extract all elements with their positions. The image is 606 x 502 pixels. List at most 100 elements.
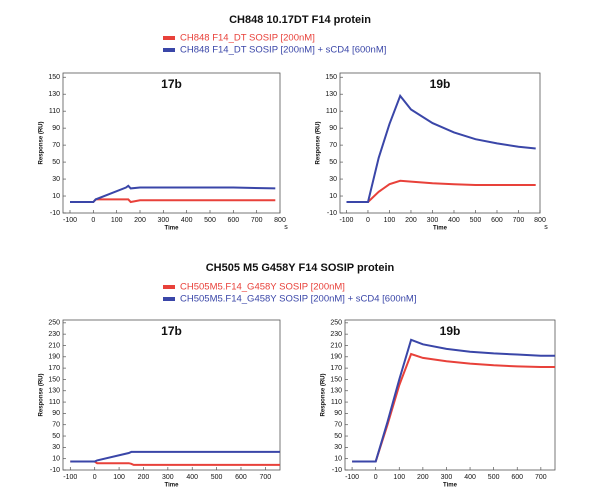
y-tick-label: -10: [327, 210, 337, 217]
series-line: [346, 179, 536, 203]
x-tick-label: 200: [417, 474, 429, 481]
x-tick-label: 500: [204, 217, 216, 224]
y-tick-label: 90: [329, 125, 337, 132]
x-unit: s: [544, 224, 548, 231]
legend-label: CH505M5.F14_G458Y SOSIP [200nM] + sCD4 […: [180, 294, 416, 305]
y-axis-label: Response (RU): [321, 373, 327, 416]
y-tick-label: 110: [326, 108, 337, 115]
x-axis-label: Time: [165, 483, 180, 489]
y-tick-label: 130: [48, 91, 60, 98]
y-tick-label: 70: [52, 142, 60, 149]
x-tick-label: 600: [227, 217, 239, 224]
legend-label: CH848 F14_DT SOSIP [200nM]: [180, 33, 315, 44]
subplot-title: 17b: [161, 77, 182, 91]
x-tick-label: 800: [534, 217, 546, 224]
y-tick-label: 70: [329, 142, 337, 149]
y-tick-label: 210: [48, 342, 60, 349]
x-tick-label: -100: [345, 474, 359, 481]
y-tick-label: 50: [334, 433, 342, 440]
x-tick-label: 100: [393, 474, 405, 481]
y-tick-label: 150: [330, 376, 342, 383]
x-tick-label: 100: [113, 474, 125, 481]
x-tick-label: 400: [186, 474, 198, 481]
x-tick-label: 600: [491, 217, 503, 224]
x-axis-label: Time: [443, 483, 458, 489]
y-tick-label: 30: [52, 444, 60, 451]
x-tick-label: 0: [374, 474, 378, 481]
subplot-title: 19b: [430, 77, 451, 91]
x-tick-label: 400: [448, 217, 460, 224]
x-tick-label: 300: [162, 474, 174, 481]
y-tick-label: 190: [48, 354, 60, 361]
y-tick-label: 110: [331, 399, 342, 406]
y-tick-label: 190: [330, 354, 342, 361]
plot-frame: [62, 319, 281, 471]
y-tick-label: 70: [52, 422, 60, 429]
x-tick-label: 200: [138, 474, 150, 481]
y-tick-label: 10: [329, 193, 337, 200]
y-tick-label: 150: [325, 74, 337, 81]
x-tick-label: -100: [63, 474, 77, 481]
series-line: [346, 93, 536, 203]
x-tick-label: 700: [251, 217, 263, 224]
y-tick-label: 30: [52, 176, 60, 183]
series-line: [70, 450, 280, 463]
x-tick-label: 0: [91, 217, 95, 224]
y-tick-label: -10: [50, 467, 60, 474]
x-tick-label: 300: [427, 217, 439, 224]
y-tick-label: 230: [330, 331, 342, 338]
x-tick-label: 300: [441, 474, 453, 481]
y-tick-label: 130: [325, 91, 337, 98]
x-tick-label: 600: [235, 474, 247, 481]
x-tick-label: 500: [211, 474, 223, 481]
y-tick-label: 110: [49, 108, 60, 115]
y-tick-label: 90: [334, 410, 342, 417]
series-line: [352, 338, 555, 463]
plot-frame: [339, 72, 541, 214]
legend-label: CH848 F14_DT SOSIP [200nM] + sCD4 [600nM…: [180, 45, 386, 56]
y-tick-label: 30: [329, 176, 337, 183]
y-tick-label: 90: [52, 125, 60, 132]
y-tick-label: 150: [48, 74, 60, 81]
y-tick-label: 170: [48, 365, 60, 372]
group-title: CH848 10.17DT F14 protein: [229, 14, 371, 26]
y-axis-label: Response (RU): [316, 121, 322, 164]
y-tick-label: 30: [334, 444, 342, 451]
x-tick-label: 0: [366, 217, 370, 224]
y-axis-label: Response (RU): [39, 121, 45, 164]
x-tick-label: 300: [157, 217, 169, 224]
x-tick-label: 800: [274, 217, 286, 224]
subplot-title: 17b: [161, 324, 182, 338]
x-tick-label: 700: [535, 474, 547, 481]
x-tick-label: 500: [488, 474, 500, 481]
group-title: CH505 M5 G458Y F14 SOSIP protein: [206, 262, 395, 274]
y-tick-label: -10: [332, 467, 342, 474]
y-tick-label: 10: [52, 193, 60, 200]
y-tick-label: -10: [50, 210, 60, 217]
subplot-title: 19b: [440, 324, 461, 338]
x-tick-label: 100: [384, 217, 396, 224]
x-axis-label: Time: [433, 226, 448, 232]
y-tick-label: 90: [52, 410, 60, 417]
x-tick-label: 200: [134, 217, 146, 224]
x-tick-label: 600: [511, 474, 523, 481]
y-tick-label: 130: [48, 388, 60, 395]
x-tick-label: -100: [63, 217, 77, 224]
y-tick-label: 10: [334, 456, 342, 463]
y-tick-label: 250: [48, 320, 60, 327]
y-axis-label: Response (RU): [39, 373, 45, 416]
y-tick-label: 50: [52, 159, 60, 166]
y-tick-label: 130: [330, 388, 342, 395]
series-line: [70, 184, 276, 203]
series-line: [70, 198, 276, 204]
x-axis-label: Time: [165, 226, 180, 232]
y-tick-label: 50: [329, 159, 337, 166]
x-tick-label: 0: [93, 474, 97, 481]
x-tick-label: 700: [513, 217, 525, 224]
y-tick-label: 10: [52, 456, 60, 463]
x-unit: s: [284, 224, 288, 231]
series-line: [70, 460, 280, 466]
x-tick-label: -100: [339, 217, 353, 224]
x-tick-label: 200: [405, 217, 417, 224]
